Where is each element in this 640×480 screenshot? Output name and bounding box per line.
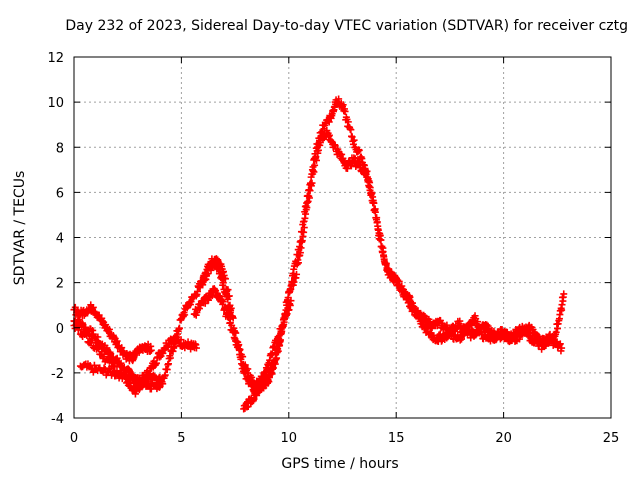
axis-ticks: 0 5 10 15 20 25 -4 -2 0 2 4 6 8 10 12 bbox=[47, 51, 619, 446]
data-markers bbox=[240, 127, 568, 413]
y-tick-label: 6 bbox=[56, 186, 64, 201]
grid bbox=[74, 57, 611, 418]
y-tick-label: 2 bbox=[56, 277, 64, 292]
y-tick-label: -2 bbox=[51, 367, 64, 382]
series-arc-7 bbox=[190, 285, 295, 390]
series-arc-6 bbox=[240, 127, 568, 413]
x-tick-label: 5 bbox=[177, 431, 185, 446]
data-points bbox=[70, 95, 568, 413]
y-tick-label: 0 bbox=[56, 322, 64, 337]
x-tick-label: 15 bbox=[388, 431, 405, 446]
y-tick-label: -4 bbox=[51, 412, 64, 427]
x-axis-label: GPS time / hours bbox=[281, 456, 399, 472]
x-tick-label: 20 bbox=[495, 431, 512, 446]
y-tick-label: 8 bbox=[56, 141, 64, 156]
x-tick-label: 10 bbox=[281, 431, 298, 446]
chart-title: Day 232 of 2023, Sidereal Day-to-day VTE… bbox=[65, 18, 628, 34]
x-tick-label: 25 bbox=[603, 431, 620, 446]
y-tick-label: 10 bbox=[47, 96, 64, 111]
data-markers bbox=[190, 285, 295, 390]
x-tick-label: 0 bbox=[70, 431, 78, 446]
y-tick-label: 12 bbox=[47, 51, 64, 66]
y-tick-label: 4 bbox=[56, 232, 64, 247]
